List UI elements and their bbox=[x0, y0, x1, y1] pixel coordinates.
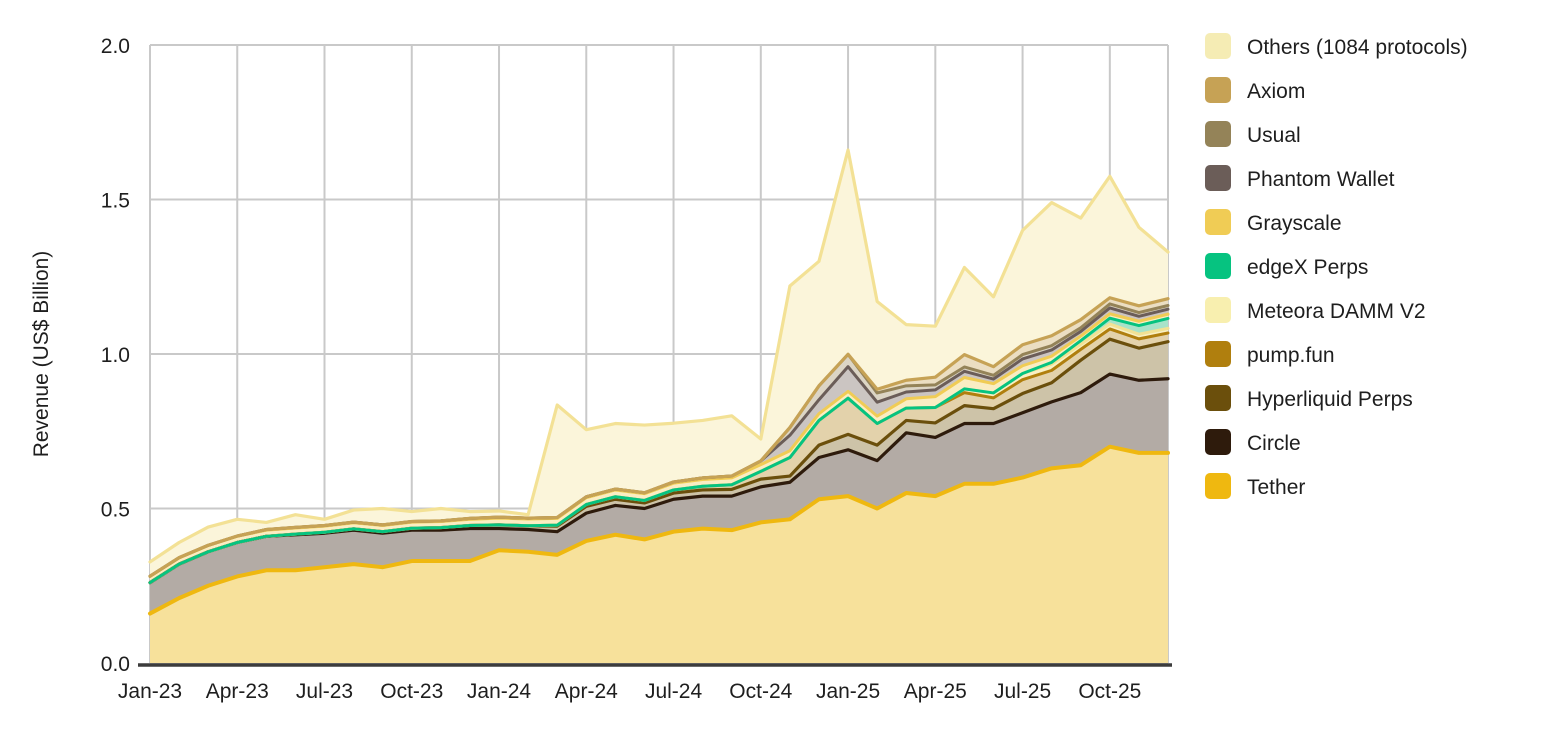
grayscale-legend-label: Grayscale bbox=[1247, 212, 1342, 235]
x-tick-label: Apr-25 bbox=[904, 680, 967, 703]
y-tick-label: 1.5 bbox=[101, 190, 130, 213]
legend-item-usual[interactable]: Usual bbox=[1205, 121, 1301, 147]
legend-item-tether[interactable]: Tether bbox=[1205, 473, 1305, 499]
grayscale-legend-swatch bbox=[1205, 209, 1231, 235]
legend-item-edgex-perps[interactable]: edgeX Perps bbox=[1205, 253, 1368, 279]
x-tick-label: Oct-25 bbox=[1078, 680, 1141, 703]
y-tick-label: 0.0 bbox=[101, 653, 130, 676]
legend-item-hyperliquid-perps[interactable]: Hyperliquid Perps bbox=[1205, 385, 1413, 411]
y-tick-label: 1.0 bbox=[101, 344, 130, 367]
series-lines bbox=[148, 148, 1170, 616]
others-legend-swatch bbox=[1205, 33, 1231, 59]
pump-fun-legend-label: pump.fun bbox=[1247, 344, 1335, 367]
tether-legend-swatch bbox=[1205, 473, 1231, 499]
x-tick-label: Jan-24 bbox=[467, 680, 532, 703]
usual-legend-label: Usual bbox=[1247, 124, 1301, 147]
others-line bbox=[148, 148, 1170, 564]
legend: Others (1084 protocols) Axiom Usual Phantom… bbox=[1205, 33, 1468, 499]
y-axis-title: Revenue (US$ Billion) bbox=[30, 251, 53, 458]
edgex-perps-line bbox=[148, 316, 1170, 585]
tether-area bbox=[150, 446, 1168, 663]
phantom-wallet-legend-label: Phantom Wallet bbox=[1247, 168, 1395, 191]
axis-labels: 0.0 0.5 1.0 1.5 2.0 Jan-23 Apr-23 Jul-23 Oct-23 J… bbox=[30, 35, 1141, 703]
y-tick-label: 0.5 bbox=[101, 499, 130, 522]
legend-item-pump-fun[interactable]: pump.fun bbox=[1205, 341, 1335, 367]
usual-legend-swatch bbox=[1205, 121, 1231, 147]
meteora-damm-v2-legend-label: Meteora DAMM V2 bbox=[1247, 300, 1426, 323]
legend-item-meteora-damm-v2[interactable]: Meteora DAMM V2 bbox=[1205, 297, 1426, 323]
x-tick-label: Jan-25 bbox=[816, 680, 880, 703]
legend-item-phantom-wallet[interactable]: Phantom Wallet bbox=[1205, 165, 1395, 191]
x-tick-label: Apr-24 bbox=[555, 680, 618, 703]
circle-legend-label: Circle bbox=[1247, 432, 1301, 455]
hyperliquid-perps-legend-swatch bbox=[1205, 385, 1231, 411]
x-tick-label: Oct-23 bbox=[380, 680, 443, 703]
legend-item-axiom[interactable]: Axiom bbox=[1205, 77, 1305, 103]
circle-legend-swatch bbox=[1205, 429, 1231, 455]
pump-fun-legend-swatch bbox=[1205, 341, 1231, 367]
edgex-perps-legend-swatch bbox=[1205, 253, 1231, 279]
axiom-legend-swatch bbox=[1205, 77, 1231, 103]
axiom-legend-label: Axiom bbox=[1247, 80, 1305, 103]
area-bands bbox=[150, 150, 1168, 663]
x-tick-label: Oct-24 bbox=[729, 680, 792, 703]
hyperliquid-perps-legend-label: Hyperliquid Perps bbox=[1247, 388, 1413, 411]
meteora-damm-v2-legend-swatch bbox=[1205, 297, 1231, 323]
circle-area bbox=[150, 374, 1168, 614]
axiom-line bbox=[148, 296, 1170, 578]
x-tick-label: Jul-23 bbox=[296, 680, 353, 703]
y-tick-label: 2.0 bbox=[101, 35, 130, 58]
x-tick-label: Apr-23 bbox=[206, 680, 269, 703]
tether-line bbox=[148, 444, 1170, 616]
x-tick-label: Jan-23 bbox=[118, 680, 182, 703]
legend-item-circle[interactable]: Circle bbox=[1205, 429, 1301, 455]
phantom-wallet-legend-swatch bbox=[1205, 165, 1231, 191]
legend-item-others[interactable]: Others (1084 protocols) bbox=[1205, 33, 1468, 59]
tether-legend-label: Tether bbox=[1247, 476, 1305, 499]
legend-item-grayscale[interactable]: Grayscale bbox=[1205, 209, 1342, 235]
others-legend-label: Others (1084 protocols) bbox=[1247, 36, 1468, 59]
edgex-perps-legend-label: edgeX Perps bbox=[1247, 256, 1368, 279]
x-tick-label: Jul-24 bbox=[645, 680, 703, 703]
x-tick-label: Jul-25 bbox=[994, 680, 1051, 703]
